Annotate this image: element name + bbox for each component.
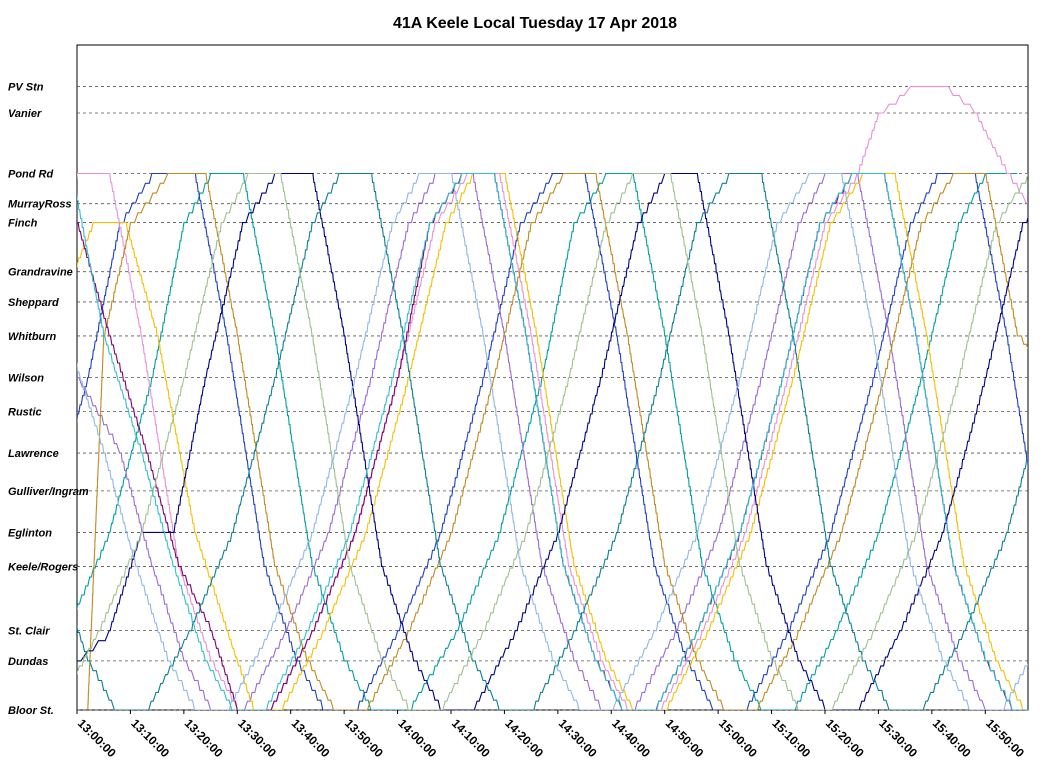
x-tick-label: 15:50:00 [983, 716, 1027, 760]
x-tick-label: 14:30:00 [556, 716, 600, 760]
trip-line-1 [77, 172, 1018, 710]
stop-label: Dundas [8, 656, 48, 668]
x-tick-label: 15:20:00 [823, 716, 867, 760]
stop-label: Grandravine [8, 267, 73, 279]
chart-title: 41A Keele Local Tuesday 17 Apr 2018 [393, 15, 677, 32]
stop-label: Bloor St. [8, 705, 54, 717]
trip-lines [77, 86, 1028, 710]
trip-line-12 [77, 172, 1028, 710]
trip-line-11 [77, 172, 1028, 710]
x-tick-label: 13:40:00 [289, 716, 333, 760]
time-axis-ticks: 13:00:00 13:10:00 13:20:00 13:30:00 13:40:00… [75, 710, 1027, 760]
trip-line-10 [77, 172, 1028, 710]
x-tick-label: 14:10:00 [449, 716, 493, 760]
x-tick-label: 13:10:00 [128, 716, 172, 760]
x-tick-label: 14:40:00 [609, 716, 653, 760]
trip-line-6 [87, 172, 1028, 710]
x-tick-label: 13:30:00 [235, 716, 279, 760]
x-tick-label: 13:00:00 [75, 716, 119, 760]
stop-label: Keele/Rogers [8, 561, 78, 573]
x-tick-label: 15:30:00 [876, 716, 920, 760]
stop-label: Rustic [8, 407, 42, 419]
trip-line-8 [77, 172, 1028, 710]
trip-line-4 [77, 172, 1024, 710]
trip-line-7 [77, 172, 1028, 710]
trip-line-5 [77, 86, 1028, 710]
stop-label: Sheppard [8, 297, 59, 309]
x-tick-label: 14:20:00 [502, 716, 546, 760]
stop-label: Pond Rd [8, 168, 53, 180]
stop-label: St. Clair [8, 626, 50, 638]
stop-label: Wilson [8, 373, 44, 385]
x-tick-label: 15:10:00 [769, 716, 813, 760]
stop-label: Gulliver/Ingram [8, 486, 89, 498]
x-tick-label: 13:20:00 [182, 716, 226, 760]
stop-label: MurrayRoss [8, 199, 72, 211]
trip-line-3 [77, 172, 1018, 710]
stop-label: Finch [8, 218, 38, 230]
x-tick-label: 15:40:00 [930, 716, 974, 760]
stop-labels: PV Stn Vanier Pond Rd MurrayRoss Finch Grandr… [8, 82, 89, 717]
x-tick-label: 14:50:00 [663, 716, 707, 760]
stop-label: Vanier [8, 108, 42, 120]
x-tick-label: 13:50:00 [342, 716, 386, 760]
stop-label: Whitburn [8, 331, 57, 343]
x-tick-label: 15:00:00 [716, 716, 760, 760]
trip-line-9 [77, 172, 1028, 710]
stop-label: Eglinton [8, 527, 52, 539]
stop-label: PV Stn [8, 82, 44, 94]
stop-label: Lawrence [8, 448, 59, 460]
x-tick-label: 14:00:00 [395, 716, 439, 760]
